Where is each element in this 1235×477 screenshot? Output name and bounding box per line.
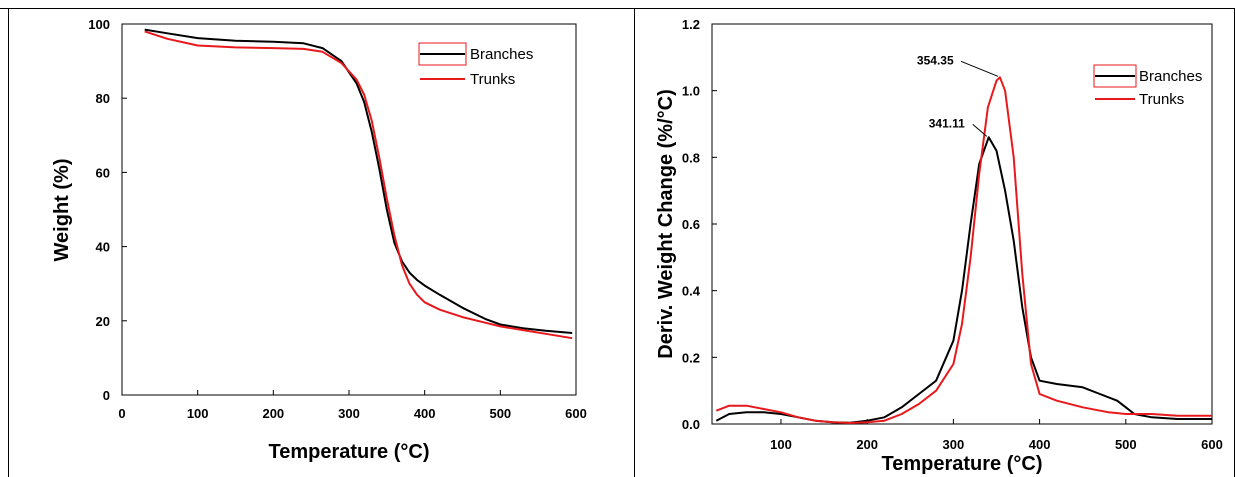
tga-x-tick-label: 300 — [338, 406, 360, 421]
tga-y-ticks: 0 20 40 60 80 100 — [88, 17, 127, 403]
tga-legend: Branches Trunks — [418, 42, 533, 88]
tga-x-tick-label: 200 — [262, 406, 284, 421]
dtg-y-tick-label: 0.0 — [682, 417, 700, 432]
dtg-x-tick-label: 300 — [943, 437, 965, 452]
tga-x-axis-title: Temperature (°C) — [269, 441, 430, 463]
table-borders — [0, 8, 1235, 477]
dtg-x-tick-label: 100 — [770, 437, 792, 452]
dtg-legend-box — [1093, 64, 1137, 88]
dtg-legend-label-trunks: Trunks — [1139, 91, 1184, 108]
tga-x-tick-label: 500 — [489, 406, 511, 421]
dtg-y-axis-title: Deriv. Weight Change (%/°C) — [655, 89, 677, 359]
dtg-x-tick-label: 500 — [1115, 437, 1137, 452]
dtg-legend-label-branches: Branches — [1139, 68, 1202, 85]
dtg-legend: Branches Trunks — [1093, 64, 1202, 108]
tga-x-tick-label: 600 — [565, 406, 587, 421]
tga-y-tick-label: 0 — [103, 388, 110, 403]
dtg-y-tick-label: 0.8 — [682, 150, 700, 165]
dtg-plot-frame — [711, 23, 1213, 425]
dtg-x-tick-label: 200 — [856, 437, 878, 452]
dtg-annotation-leader — [972, 123, 988, 137]
dtg-annotation-leader — [960, 60, 999, 77]
dtg-x-axis-title: Temperature (°C) — [882, 453, 1043, 475]
tga-x-tick-label: 400 — [414, 406, 436, 421]
tga-y-tick-label: 100 — [88, 17, 110, 32]
tga-x-tick-label: 100 — [187, 406, 209, 421]
tga-y-tick-label: 20 — [96, 314, 110, 329]
tga-y-tick-label: 40 — [96, 240, 110, 255]
tga-series — [144, 28, 573, 340]
dtg-y-ticks: 0.0 0.2 0.4 0.6 0.8 1.0 1.2 — [682, 17, 717, 432]
dtg-series-line-trunks — [715, 76, 1212, 424]
dtg-y-tick-label: 1.2 — [682, 17, 700, 32]
dtg-chart: 100 200 300 400 500 600 0.0 0.2 0.4 0.6 0.8 1.0 1.2… — [655, 17, 1223, 475]
tga-x-tick-label: 0 — [118, 406, 125, 421]
dtg-series-line-branches — [715, 136, 1212, 424]
tga-y-tick-label: 80 — [96, 91, 110, 106]
dtg-x-ticks: 100 200 300 400 500 600 — [770, 419, 1223, 452]
dtg-x-tick-label: 600 — [1201, 437, 1223, 452]
tga-legend-label-branches: Branches — [470, 46, 533, 63]
tga-chart: 0 100 200 300 400 500 600 0 20 40 60 80 100 Tempera… — [51, 17, 587, 463]
dtg-peak-annotation: 354.35 — [917, 53, 954, 67]
dtg-y-tick-label: 0.4 — [682, 284, 701, 299]
dtg-series — [715, 76, 1212, 424]
dtg-peak-annotation: 341.11 — [929, 116, 965, 130]
tga-legend-box — [418, 42, 467, 66]
dtg-x-tick-label: 400 — [1029, 437, 1051, 452]
tga-legend-label-trunks: Trunks — [470, 71, 515, 88]
dtg-annotations: 341.11 354.35 — [917, 53, 999, 137]
dtg-y-tick-label: 0.2 — [682, 350, 700, 365]
tga-x-ticks: 0 100 200 300 400 500 600 — [118, 390, 587, 421]
dtg-y-tick-label: 1.0 — [682, 84, 700, 99]
tga-series-line-branches — [144, 28, 573, 334]
tga-y-axis-title: Weight (%) — [51, 159, 73, 262]
dtg-y-tick-label: 0.6 — [682, 217, 700, 232]
tga-series-line-trunks — [144, 30, 573, 340]
tga-y-tick-label: 60 — [96, 165, 110, 180]
